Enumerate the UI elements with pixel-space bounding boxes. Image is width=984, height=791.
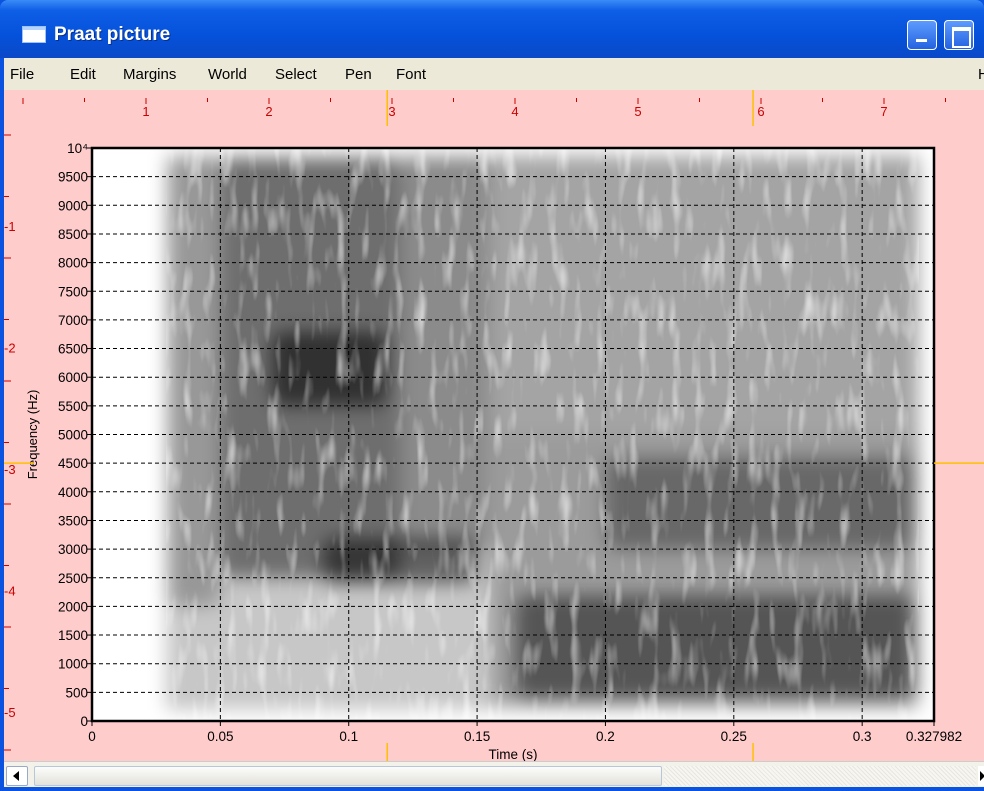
y-tick-label: 8000	[58, 256, 88, 271]
menu-bar: File Edit Margins World Select Pen Font …	[4, 58, 984, 90]
horizontal-scrollbar[interactable]	[4, 761, 984, 787]
y-tick-label: 3000	[58, 542, 88, 557]
window-title: Praat picture	[54, 24, 171, 45]
maximize-button[interactable]	[944, 20, 974, 50]
ruler-top-label: 3	[388, 104, 395, 119]
y-tick-label: 8500	[58, 227, 88, 242]
spectrogram-chart: 0 500 1000 1500 2000 2500 3000 3500 4000 4500 5000…	[4, 90, 984, 761]
scroll-right-arrow-icon[interactable]	[978, 766, 984, 786]
y-tick-label: 500	[65, 685, 88, 700]
title-bar[interactable]: Praat picture	[0, 0, 984, 58]
ruler-top-label: 5	[634, 104, 641, 119]
x-tick-label: 0.05	[207, 729, 233, 744]
x-tick-label: 0.25	[721, 729, 747, 744]
y-tick-label: 5000	[58, 428, 88, 443]
x-tick-label: 0.15	[464, 729, 490, 744]
ruler-top-label: 1	[142, 104, 149, 119]
y-axis-label: Frequency (Hz)	[25, 390, 40, 480]
inch-rulers: 1 2 3 4 5 6 7 -1 -2 -3 -4 -5	[4, 98, 946, 751]
ruler-left-label: -1	[4, 219, 16, 234]
x-tick-label: 0.1	[339, 729, 358, 744]
scroll-track[interactable]	[664, 766, 976, 786]
x-tick-label: 0.2	[596, 729, 615, 744]
y-tick-label: 1000	[58, 657, 88, 672]
x-tick-label: 0.327982	[906, 729, 962, 744]
ruler-left-label: -3	[4, 462, 16, 477]
y-tick-label: 0	[80, 714, 88, 729]
y-tick-label: 9500	[58, 170, 88, 185]
menu-font[interactable]: Font	[396, 66, 427, 83]
y-tick-label: 6000	[58, 370, 88, 385]
minimize-button[interactable]	[907, 20, 937, 50]
x-tick-label: 0.3	[853, 729, 872, 744]
ruler-top-label: 7	[880, 104, 887, 119]
ruler-left-label: -4	[4, 584, 16, 599]
y-tick-label: 7500	[58, 284, 88, 299]
menu-select[interactable]: Select	[275, 66, 317, 83]
y-tick-label: 2000	[58, 599, 88, 614]
ruler-top-label: 6	[757, 104, 764, 119]
y-tick-label: 5500	[58, 399, 88, 414]
x-tick-label: 0	[88, 729, 96, 744]
y-tick-label: 4500	[58, 456, 88, 471]
menu-edit[interactable]: Edit	[70, 66, 96, 83]
ruler-left-label: -2	[4, 341, 16, 356]
menu-world[interactable]: World	[208, 66, 247, 83]
y-tick-label: 7000	[58, 313, 88, 328]
y-tick-label: 2500	[58, 571, 88, 586]
scroll-left-arrow-icon[interactable]	[6, 766, 28, 786]
window-app-icon	[22, 26, 46, 43]
y-tick-label: 3500	[58, 513, 88, 528]
y-tick-label: 9000	[58, 198, 88, 213]
scroll-thumb[interactable]	[34, 766, 662, 786]
menu-pen[interactable]: Pen	[345, 66, 372, 83]
picture-canvas[interactable]: 1 2 3 4 5 6 7 -1 -2 -3 -4 -5 0 500 1000 1500 2000 2500 30…	[4, 90, 984, 761]
x-axis-label: Time (s)	[489, 747, 538, 761]
ruler-top-label: 2	[265, 104, 272, 119]
y-tick-label: 1500	[58, 628, 88, 643]
y-tick-label: 6500	[58, 342, 88, 357]
y-tick-label: 4000	[58, 485, 88, 500]
ruler-left-label: -5	[4, 705, 16, 720]
y-tick-label: 10⁴	[67, 141, 88, 156]
menu-file[interactable]: File	[10, 66, 35, 83]
menu-margins[interactable]: Margins	[123, 66, 177, 83]
menu-help-truncated[interactable]: H	[978, 66, 984, 83]
ruler-top-label: 4	[511, 104, 518, 119]
